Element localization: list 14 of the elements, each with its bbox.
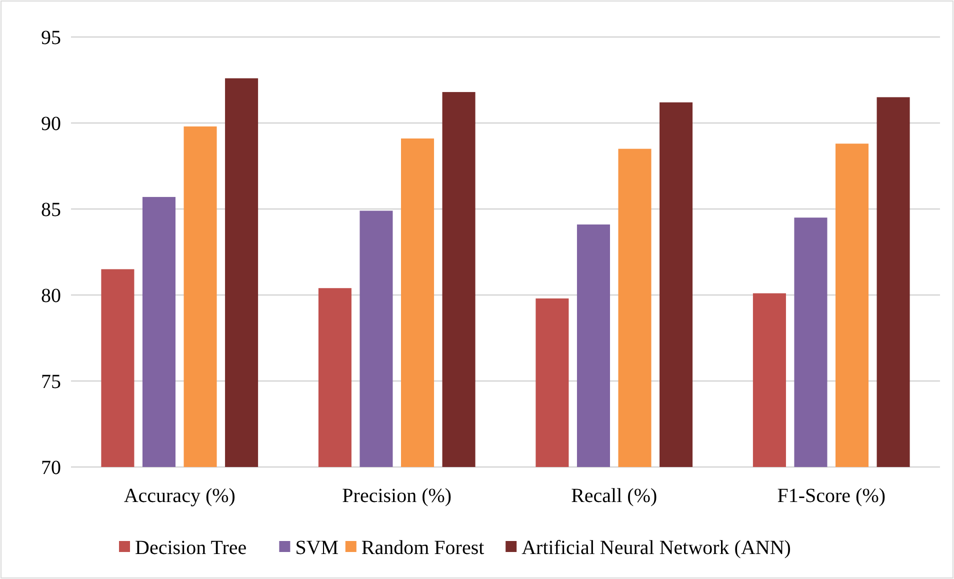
y-tick-label: 70: [41, 457, 61, 479]
y-tick-label: 75: [41, 371, 61, 393]
legend-label: Random Forest: [361, 537, 485, 559]
y-tick-label: 95: [41, 27, 61, 49]
x-tick-label: Precision (%): [342, 485, 452, 507]
y-tick-label: 85: [41, 199, 61, 221]
legend-label: Decision Tree: [135, 537, 247, 559]
x-tick-label: F1-Score (%): [777, 485, 886, 507]
legend-label: Artificial Neural Network (ANN): [522, 537, 791, 559]
x-tick-label: Accuracy (%): [124, 485, 236, 507]
x-tick-label: Recall (%): [571, 485, 658, 507]
legend-label: SVM: [295, 537, 339, 559]
y-tick-label: 90: [41, 113, 61, 135]
y-tick-label: 80: [41, 285, 61, 307]
